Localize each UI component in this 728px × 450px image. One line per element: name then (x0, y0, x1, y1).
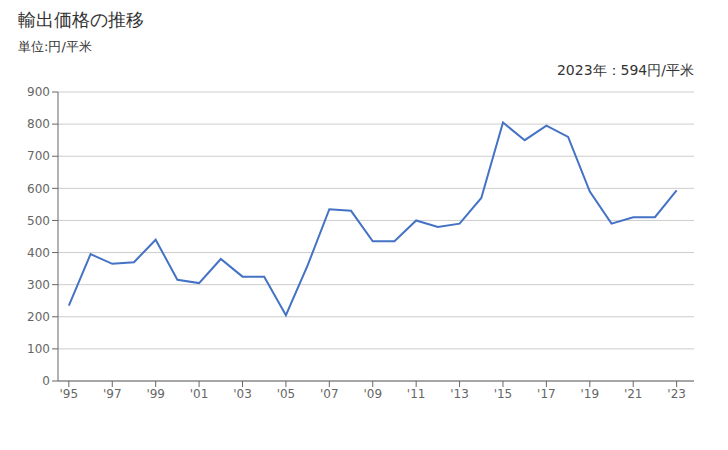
svg-text:'01: '01 (190, 387, 209, 401)
svg-text:300: 300 (27, 278, 50, 292)
svg-text:800: 800 (27, 117, 50, 131)
svg-text:'09: '09 (363, 387, 382, 401)
svg-text:'23: '23 (667, 387, 686, 401)
svg-text:900: 900 (27, 85, 50, 99)
svg-text:200: 200 (27, 310, 50, 324)
svg-text:'99: '99 (146, 387, 165, 401)
svg-text:'11: '11 (407, 387, 426, 401)
svg-text:400: 400 (27, 246, 50, 260)
svg-text:700: 700 (27, 149, 50, 163)
svg-text:'05: '05 (277, 387, 296, 401)
html-text:2023年：594円/平米: 2023年：594円/平米 (556, 62, 694, 78)
html-text:輸出価格の推移: 輸出価格の推移 (18, 9, 144, 30)
svg-text:'19: '19 (581, 387, 600, 401)
svg-text:'13: '13 (450, 387, 469, 401)
svg-text:100: 100 (27, 342, 50, 356)
svg-text:'95: '95 (60, 387, 79, 401)
svg-text:'17: '17 (537, 387, 556, 401)
svg-text:600: 600 (27, 182, 50, 196)
svg-text:'07: '07 (320, 387, 339, 401)
svg-text:'03: '03 (233, 387, 252, 401)
svg-text:500: 500 (27, 214, 50, 228)
svg-text:'21: '21 (624, 387, 643, 401)
svg-text:0: 0 (42, 374, 50, 388)
svg-text:'97: '97 (103, 387, 122, 401)
html-text:単位:円/平米: 単位:円/平米 (18, 39, 92, 54)
svg-text:'15: '15 (494, 387, 513, 401)
